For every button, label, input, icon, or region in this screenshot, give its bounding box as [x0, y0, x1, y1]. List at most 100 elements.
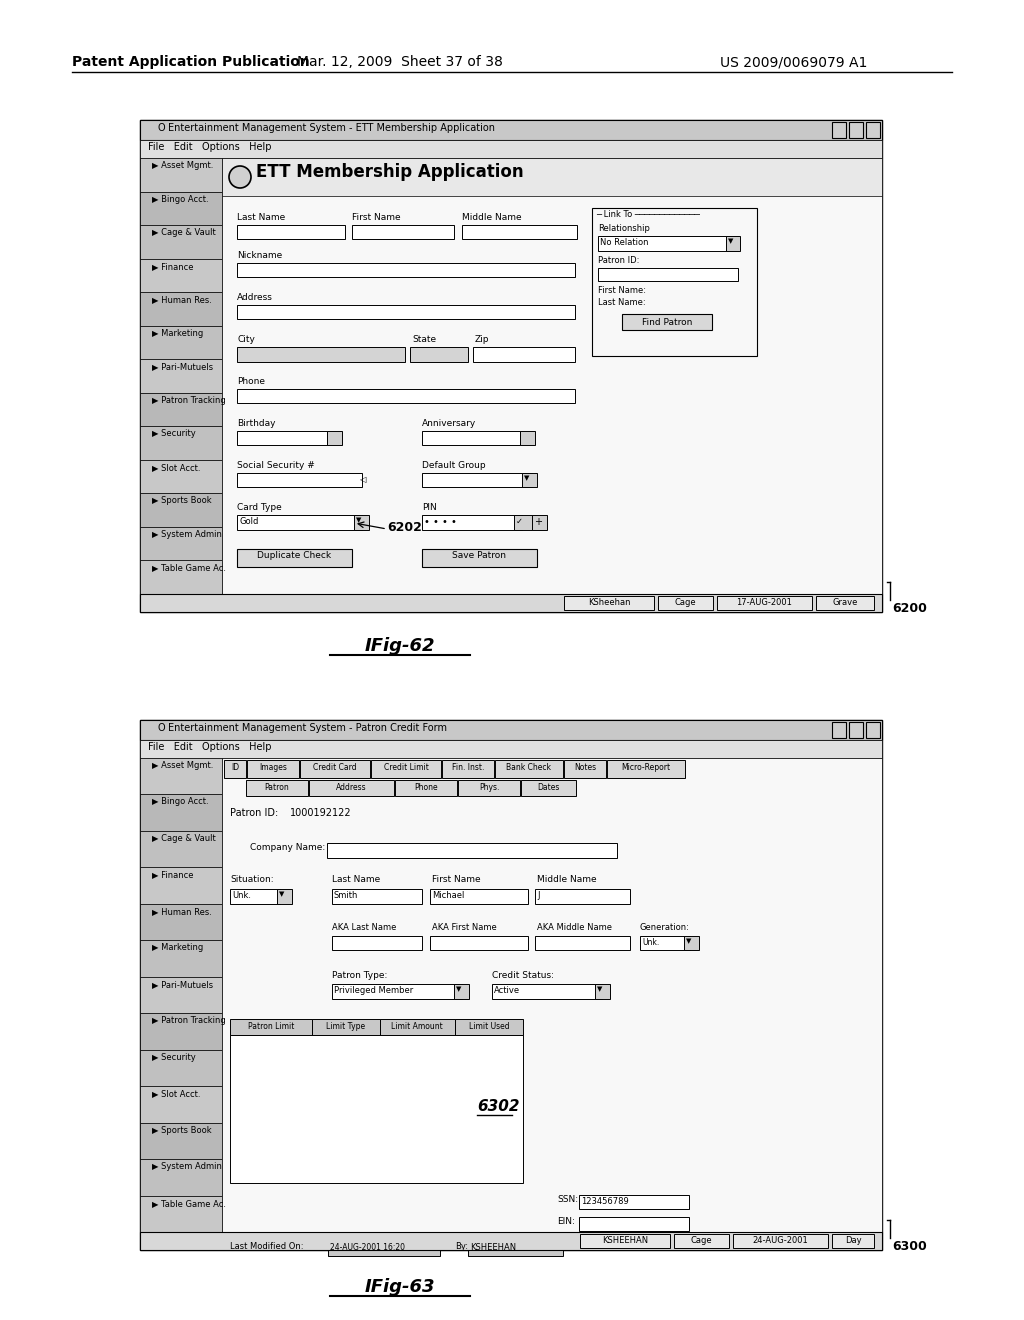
Bar — [579, 1217, 689, 1232]
Text: Notes: Notes — [573, 763, 596, 772]
Bar — [140, 1196, 222, 1232]
Text: 6200: 6200 — [892, 602, 927, 615]
Bar — [140, 830, 222, 867]
Bar — [278, 888, 292, 904]
Text: Save Patron: Save Patron — [452, 550, 506, 560]
Bar — [598, 268, 738, 281]
Text: ◁: ◁ — [359, 475, 366, 484]
Text: Last Modified On:: Last Modified On: — [230, 1242, 303, 1251]
Bar — [521, 780, 575, 796]
Bar — [422, 432, 520, 445]
Text: ▶ Pari-Mutuels: ▶ Pari-Mutuels — [152, 979, 213, 989]
Text: Middle Name: Middle Name — [462, 213, 521, 222]
Bar — [237, 305, 575, 319]
Text: Michael: Michael — [432, 891, 464, 900]
Bar — [224, 760, 246, 777]
Bar — [328, 1241, 440, 1257]
Bar — [332, 888, 422, 904]
Bar — [140, 1232, 882, 1250]
Text: Limit Amount: Limit Amount — [391, 1022, 442, 1031]
Text: Birthday: Birthday — [237, 418, 275, 428]
Text: AKA Last Name: AKA Last Name — [332, 923, 396, 932]
Text: Credit Limit: Credit Limit — [384, 763, 428, 772]
Bar — [237, 515, 362, 531]
Text: ▶ Sports Book: ▶ Sports Book — [152, 496, 212, 506]
Bar — [327, 432, 342, 445]
Text: City: City — [237, 335, 255, 345]
Text: Micro-Report: Micro-Report — [622, 763, 671, 772]
Bar — [495, 760, 563, 777]
Bar — [332, 936, 422, 950]
Bar — [140, 226, 222, 259]
Text: 1000192122: 1000192122 — [290, 808, 351, 818]
Bar — [831, 722, 846, 738]
Text: Phone: Phone — [237, 378, 265, 385]
Text: ▶ Slot Acct.: ▶ Slot Acct. — [152, 1089, 201, 1098]
Text: Smith: Smith — [334, 891, 358, 900]
Text: O: O — [158, 123, 166, 133]
Bar — [237, 263, 575, 277]
Bar — [532, 515, 547, 531]
Bar — [140, 158, 222, 191]
Bar — [595, 983, 610, 999]
Text: ▼: ▼ — [728, 238, 733, 244]
Text: Patron ID:: Patron ID: — [230, 808, 279, 818]
Text: File   Edit   Options   Help: File Edit Options Help — [148, 143, 271, 152]
Text: ▶ Bingo Acct.: ▶ Bingo Acct. — [152, 194, 209, 203]
Bar — [140, 758, 222, 795]
Bar — [140, 719, 882, 741]
Bar — [140, 1159, 222, 1196]
Bar — [246, 780, 308, 796]
Text: Privileged Member: Privileged Member — [334, 986, 414, 995]
Text: Last Name: Last Name — [332, 875, 380, 884]
Text: Credit Card: Credit Card — [313, 763, 356, 772]
Text: EIN:: EIN: — [557, 1217, 574, 1226]
Text: ▶ System Admin: ▶ System Admin — [152, 529, 222, 539]
Bar — [410, 347, 468, 362]
Text: Bank Check: Bank Check — [507, 763, 552, 772]
Text: ▶ Finance: ▶ Finance — [152, 870, 194, 879]
Text: IFig-63: IFig-63 — [365, 1278, 435, 1296]
Bar — [422, 473, 532, 487]
Bar — [327, 843, 617, 858]
Text: AKA Middle Name: AKA Middle Name — [537, 923, 612, 932]
Text: Grave: Grave — [833, 598, 858, 607]
Text: Situation:: Situation: — [230, 875, 273, 884]
Text: Patron ID:: Patron ID: — [598, 256, 639, 265]
Bar — [592, 209, 757, 356]
Text: ▶ Security: ▶ Security — [152, 1052, 196, 1061]
Bar — [371, 760, 441, 777]
Bar — [237, 473, 362, 487]
Bar — [140, 527, 222, 561]
Bar — [726, 236, 740, 251]
Bar — [140, 977, 222, 1014]
Bar — [309, 780, 394, 796]
Bar — [492, 983, 602, 999]
Text: KSheehan: KSheehan — [588, 598, 630, 607]
Text: ▶ Bingo Acct.: ▶ Bingo Acct. — [152, 797, 209, 807]
Text: +: + — [534, 517, 542, 527]
Text: ▶ Patron Tracking: ▶ Patron Tracking — [152, 396, 225, 405]
Text: ▼: ▼ — [686, 939, 691, 944]
Bar — [607, 760, 685, 777]
Bar — [535, 888, 630, 904]
Bar — [140, 940, 222, 977]
Text: 17-AUG-2001: 17-AUG-2001 — [736, 598, 792, 607]
Text: ▶ Cage & Vault: ▶ Cage & Vault — [152, 228, 216, 238]
Text: Relationship: Relationship — [598, 224, 650, 234]
Text: Address: Address — [237, 293, 272, 302]
Text: Patron Limit: Patron Limit — [248, 1022, 294, 1031]
Bar — [140, 191, 222, 226]
Bar — [564, 597, 654, 610]
Bar — [140, 359, 222, 393]
Text: Nickname: Nickname — [237, 251, 283, 260]
Text: ▶ Human Res.: ▶ Human Res. — [152, 296, 212, 304]
Bar — [140, 259, 222, 292]
Text: Active: Active — [494, 986, 520, 995]
Text: Address: Address — [336, 783, 367, 792]
Text: By:: By: — [455, 1242, 468, 1251]
Text: Day: Day — [845, 1236, 861, 1245]
Text: Credit Status:: Credit Status: — [492, 972, 554, 979]
Text: Phone: Phone — [414, 783, 438, 792]
Text: Social Security #: Social Security # — [237, 461, 314, 470]
